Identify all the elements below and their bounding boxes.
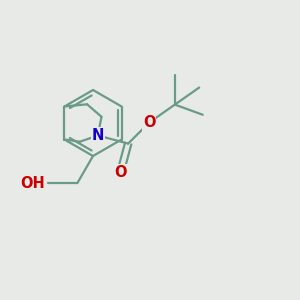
- Text: O: O: [143, 115, 155, 130]
- Text: OH: OH: [20, 176, 45, 190]
- Text: O: O: [114, 165, 127, 180]
- Text: N: N: [92, 128, 104, 143]
